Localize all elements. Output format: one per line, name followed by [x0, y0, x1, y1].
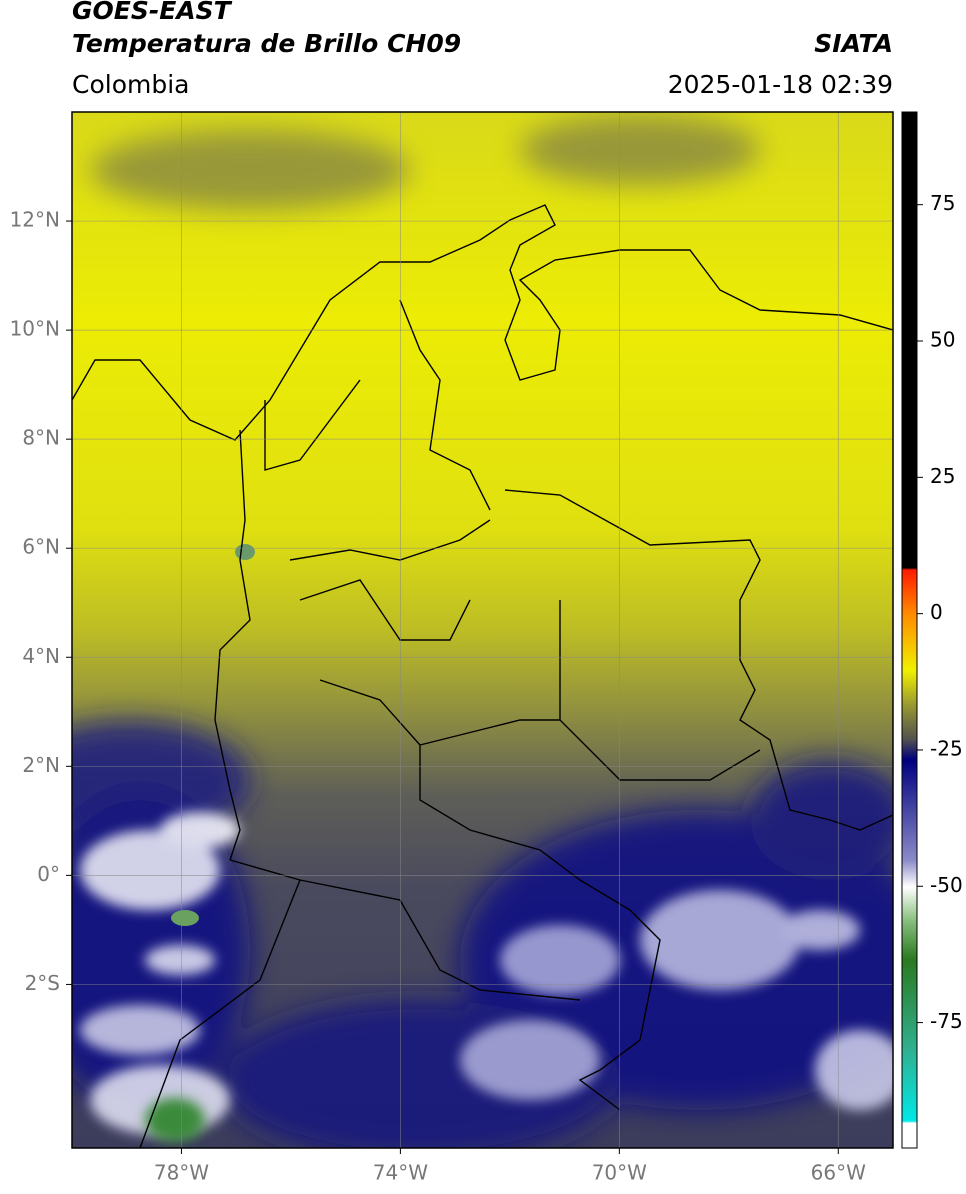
source: SIATA — [814, 29, 893, 58]
timestamp: 2025-01-18 02:39 — [668, 70, 893, 99]
colorbar-tick-label: -50 — [930, 873, 963, 897]
x-tick-label: 70°W — [592, 1161, 647, 1185]
y-tick-label: 6°N — [22, 535, 60, 559]
colorbar — [901, 111, 918, 1149]
y-tick-label: 12°N — [10, 208, 60, 232]
x-tick-label: 74°W — [373, 1161, 428, 1185]
y-tick-label: 8°N — [22, 426, 60, 450]
colorbar-tick-label: 25 — [930, 464, 955, 488]
imagery — [72, 112, 893, 1148]
y-tick-label: 4°N — [22, 644, 60, 668]
y-tick-label: 2°N — [22, 753, 60, 777]
graticule — [72, 112, 893, 1148]
colorbar-tick-label: -75 — [930, 1009, 963, 1033]
y-tick-label: 10°N — [10, 317, 60, 341]
map-frame — [71, 111, 894, 1149]
subtitle: Temperatura de Brillo CH09 — [72, 29, 461, 58]
y-tick-label: 0° — [37, 862, 60, 886]
y-tick-label: 2°S — [25, 971, 60, 995]
title: GOES-EAST — [72, 0, 233, 25]
colorbar-tick-label: 0 — [930, 600, 943, 624]
region: Colombia — [72, 70, 189, 99]
colorbar-tick-label: -25 — [930, 736, 963, 760]
x-tick-label: 78°W — [154, 1161, 209, 1185]
colorbar-tick-label: 50 — [930, 328, 955, 352]
x-tick-label: 66°W — [811, 1161, 866, 1185]
colorbar-tick-label: 75 — [930, 191, 955, 215]
